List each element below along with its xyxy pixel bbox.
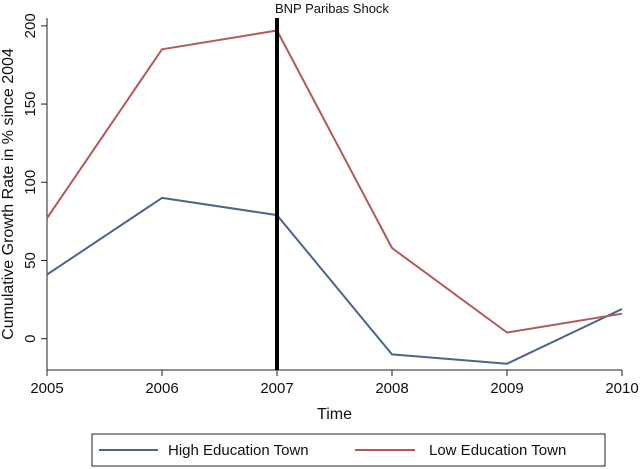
y-tick-label: 200 xyxy=(22,13,39,38)
x-tick-label: 2010 xyxy=(605,380,638,397)
x-tick-label: 2006 xyxy=(145,380,178,397)
legend-label-low-education-town: Low Education Town xyxy=(429,442,566,459)
series-layer xyxy=(46,29,623,365)
y-tick-label: 100 xyxy=(22,170,39,195)
legend-label-high-education-town: High Education Town xyxy=(168,442,309,459)
legend: High Education Town Low Education Town xyxy=(91,433,606,467)
y-tick-label: 150 xyxy=(22,92,39,117)
series-line-high-education-town xyxy=(46,196,623,365)
y-tick-label: 50 xyxy=(22,252,39,269)
series-line-low-education-town xyxy=(46,29,623,334)
x-tick-label: 2008 xyxy=(375,380,408,397)
x-tick-label: 2005 xyxy=(30,380,63,397)
legend-box xyxy=(91,433,606,467)
annotation-layer: BNP Paribas Shock xyxy=(275,1,389,370)
x-tick-label: 2007 xyxy=(260,380,293,397)
y-tick-label: 0 xyxy=(22,335,39,343)
y-axis-title: Cumulative Growth Rate in % since 2004 xyxy=(0,48,17,340)
x-tick-label: 2009 xyxy=(490,380,523,397)
x-axis-title: Time xyxy=(317,406,352,423)
shock-label: BNP Paribas Shock xyxy=(275,1,389,16)
axes: 0 50 100 150 200 2005 2006 2007 2008 2009 2010 xyxy=(22,13,639,397)
